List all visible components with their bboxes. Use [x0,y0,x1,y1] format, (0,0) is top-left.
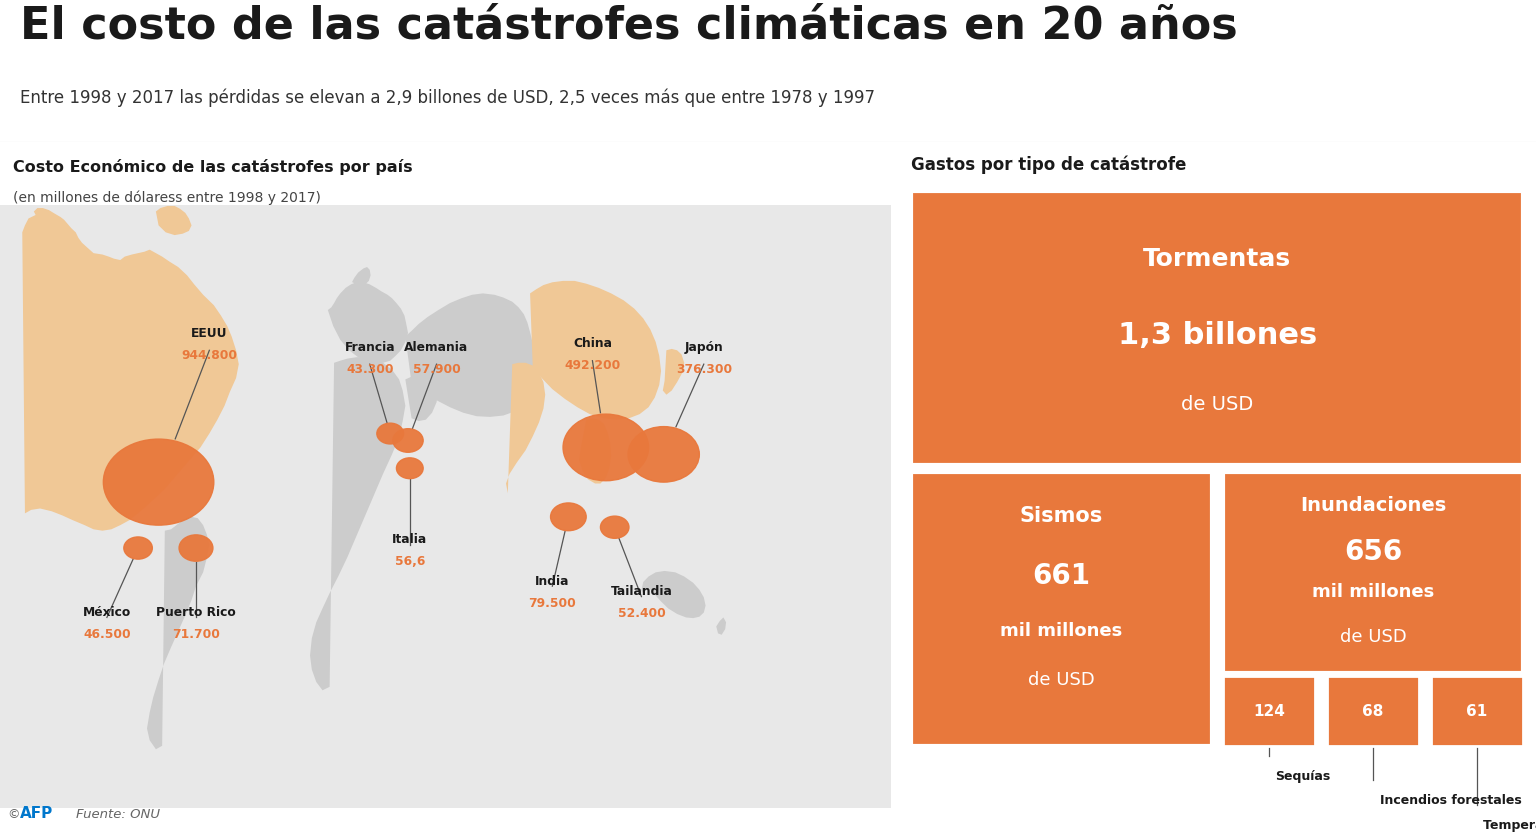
Circle shape [628,426,699,482]
Text: Italia: Italia [392,533,427,546]
Text: Tailandia: Tailandia [610,585,673,598]
Text: 376.300: 376.300 [676,363,731,375]
Text: mil millones: mil millones [1312,584,1435,601]
Text: El costo de las catástrofes climáticas en 20 años: El costo de las catástrofes climáticas e… [20,4,1238,48]
Polygon shape [579,418,611,483]
Circle shape [601,516,628,538]
Text: Gastos por tipo de catástrofe: Gastos por tipo de catástrofe [911,156,1187,175]
Bar [911,472,1212,746]
Text: 661: 661 [1032,562,1091,590]
Text: 492.200: 492.200 [564,359,621,372]
Text: 43.300: 43.300 [346,363,393,375]
Text: 57.900: 57.900 [413,363,461,375]
Circle shape [396,458,422,479]
Text: Japón: Japón [685,341,723,354]
Text: Alemania: Alemania [404,341,468,354]
Text: ©: © [8,808,20,821]
Text: 71.700: 71.700 [172,628,220,641]
Circle shape [550,503,587,531]
Text: México: México [83,606,131,619]
Polygon shape [530,281,660,420]
Text: AFP: AFP [20,806,52,821]
Text: de USD: de USD [1181,395,1253,414]
Text: Tormentas: Tormentas [1143,247,1292,271]
Text: Sismos: Sismos [1020,506,1103,526]
Text: 1,3 billones: 1,3 billones [1118,322,1316,350]
Text: Fuente: ONU: Fuente: ONU [75,808,160,821]
Polygon shape [505,363,545,493]
Circle shape [180,535,214,561]
Polygon shape [664,349,684,395]
Circle shape [393,429,422,452]
Text: de USD: de USD [1028,671,1095,689]
Text: Entre 1998 y 2017 las pérdidas se elevan a 2,9 billones de USD, 2,5 veces más qu: Entre 1998 y 2017 las pérdidas se elevan… [20,88,876,107]
Text: China: China [573,337,611,350]
Text: Puerto Rico: Puerto Rico [157,606,237,619]
Text: 56,6: 56,6 [395,555,425,568]
Polygon shape [327,283,409,363]
Text: 52.400: 52.400 [617,607,665,620]
Text: 61: 61 [1467,704,1488,719]
Circle shape [103,439,214,525]
Text: Francia: Francia [344,341,395,354]
Polygon shape [147,517,209,749]
Bar [1223,676,1315,746]
Polygon shape [642,571,705,618]
Text: 46.500: 46.500 [83,628,131,641]
Polygon shape [155,206,192,235]
Bar [911,191,1524,465]
Text: Incendios forestales: Incendios forestales [1379,794,1521,808]
Text: 656: 656 [1344,538,1402,566]
Polygon shape [310,357,406,691]
Bar [1223,472,1524,673]
Polygon shape [352,267,370,287]
Bar [1432,676,1524,746]
Text: India: India [535,574,570,588]
Polygon shape [716,618,727,635]
Bar [1327,676,1419,746]
Text: Inundaciones: Inundaciones [1299,497,1447,516]
Text: (en millones de dólaress entre 1998 y 2017): (en millones de dólaress entre 1998 y 20… [14,191,321,205]
Text: Temperaturas extremas: Temperaturas extremas [1484,818,1536,832]
Bar [0,205,891,808]
Polygon shape [406,371,438,421]
Text: 68: 68 [1362,704,1384,719]
Circle shape [376,423,404,444]
Polygon shape [406,293,536,417]
Text: Sequías: Sequías [1275,770,1330,783]
Text: 124: 124 [1253,704,1286,719]
Text: mil millones: mil millones [1000,622,1123,640]
Polygon shape [22,208,238,531]
Circle shape [564,414,648,481]
Text: EEUU: EEUU [190,327,227,340]
Circle shape [124,537,152,559]
Text: de USD: de USD [1339,628,1407,645]
Text: 944.800: 944.800 [181,349,238,362]
Text: 79.500: 79.500 [528,597,576,609]
Text: Costo Económico de las catástrofes por país: Costo Económico de las catástrofes por p… [14,160,413,176]
